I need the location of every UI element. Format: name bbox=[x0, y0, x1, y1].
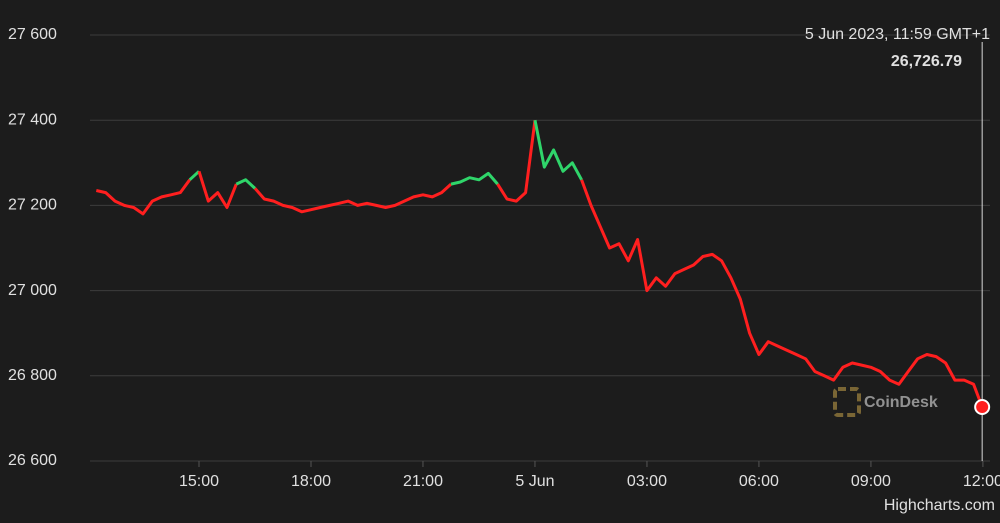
y-tick-label: 26 600 bbox=[8, 452, 57, 469]
price-line bbox=[253, 182, 453, 214]
watermark-icon bbox=[833, 387, 861, 417]
price-line bbox=[188, 170, 201, 181]
price-line bbox=[235, 178, 257, 190]
last-point bbox=[974, 398, 991, 415]
credits: Highcharts.com bbox=[884, 497, 995, 514]
price-line bbox=[197, 170, 238, 209]
y-tick-label: 27 200 bbox=[8, 197, 57, 214]
x-tick-label: 15:00 bbox=[179, 473, 219, 490]
price-line bbox=[496, 120, 537, 203]
x-tick-label: 18:00 bbox=[291, 473, 331, 490]
x-tick-label: 06:00 bbox=[739, 473, 779, 490]
price-line bbox=[580, 179, 984, 408]
price-line bbox=[95, 178, 191, 216]
x-tick-label: 5 Jun bbox=[515, 473, 554, 490]
x-tick-label: 12:00 bbox=[963, 473, 1000, 490]
price-line bbox=[450, 171, 499, 186]
tooltip-value: 26,726.79 bbox=[891, 53, 962, 70]
tooltip-date: 5 Jun 2023, 11:59 GMT+1 bbox=[805, 26, 990, 43]
watermark: CoinDesk bbox=[864, 394, 938, 411]
y-tick-label: 27 600 bbox=[8, 26, 57, 43]
y-tick-label: 27 400 bbox=[8, 111, 57, 128]
x-tick-label: 21:00 bbox=[403, 473, 443, 490]
y-tick-label: 26 800 bbox=[8, 367, 57, 384]
price-line bbox=[533, 119, 583, 181]
x-tick-label: 03:00 bbox=[627, 473, 667, 490]
x-tick-label: 09:00 bbox=[851, 473, 891, 490]
y-tick-label: 27 000 bbox=[8, 282, 57, 299]
